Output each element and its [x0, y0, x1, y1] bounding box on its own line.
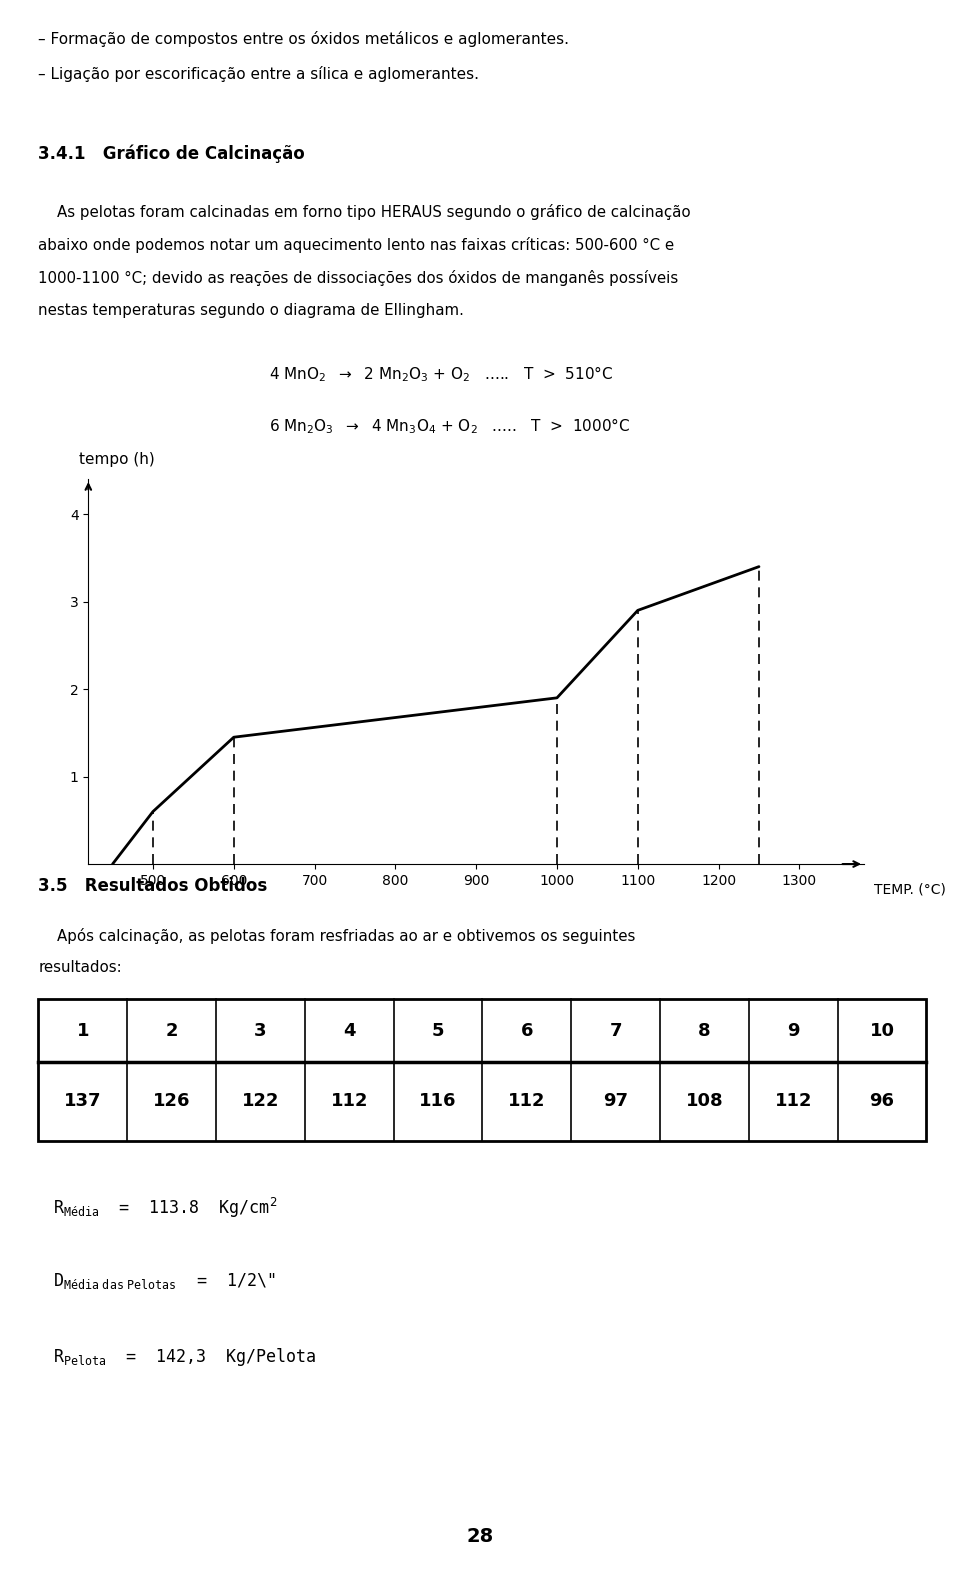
Text: TEMP. (°C): TEMP. (°C) [874, 883, 946, 897]
Text: – Ligação por escorificação entre a sílica e aglomerantes.: – Ligação por escorificação entre a síli… [38, 66, 479, 82]
Text: 10: 10 [870, 1021, 895, 1040]
Text: 97: 97 [603, 1092, 628, 1111]
Text: 9: 9 [787, 1021, 800, 1040]
Text: Após calcinação, as pelotas foram resfriadas ao ar e obtivemos os seguintes: Após calcinação, as pelotas foram resfri… [38, 928, 636, 944]
Text: 96: 96 [870, 1092, 895, 1111]
Text: resultados:: resultados: [38, 960, 122, 976]
Text: R$_{\mathtt{Pelota}}$  =  142,3  Kg/Pelota: R$_{\mathtt{Pelota}}$ = 142,3 Kg/Pelota [53, 1346, 317, 1368]
Text: 8: 8 [698, 1021, 710, 1040]
Text: 28: 28 [467, 1527, 493, 1546]
Bar [38, 999, 926, 1141]
Text: 1: 1 [77, 1021, 89, 1040]
Text: 6: 6 [520, 1021, 533, 1040]
Text: 108: 108 [685, 1092, 723, 1111]
Text: 2: 2 [165, 1021, 178, 1040]
Text: D$_{\mathtt{Média\ das\ Pelotas}}$  =  1/2\": D$_{\mathtt{Média\ das\ Pelotas}}$ = 1/2… [53, 1271, 276, 1291]
Text: 5: 5 [432, 1021, 444, 1040]
Text: 126: 126 [153, 1092, 190, 1111]
Text: 4: 4 [343, 1021, 355, 1040]
Text: 7: 7 [610, 1021, 622, 1040]
Text: nestas temperaturas segundo o diagrama de Ellingham.: nestas temperaturas segundo o diagrama d… [38, 303, 465, 319]
Text: 112: 112 [775, 1092, 812, 1111]
Text: 122: 122 [242, 1092, 279, 1111]
Text: 112: 112 [508, 1092, 545, 1111]
Text: R$_{\mathtt{Média}}$  =  113.8  Kg/cm$^{2}$: R$_{\mathtt{Média}}$ = 113.8 Kg/cm$^{2}$ [53, 1196, 277, 1219]
Text: 1000-1100 °C; devido as reações de dissociações dos óxidos de manganês possíveis: 1000-1100 °C; devido as reações de disso… [38, 270, 679, 286]
Text: 3.4.1   Gráfico de Calcinação: 3.4.1 Gráfico de Calcinação [38, 145, 305, 163]
Text: – Formação de compostos entre os óxidos metálicos e aglomerantes.: – Formação de compostos entre os óxidos … [38, 31, 569, 47]
Text: 112: 112 [330, 1092, 368, 1111]
Text: 6 Mn$_2$O$_3$  $\rightarrow$  4 Mn$_3$O$_4$ + O$_2$   .....   T  >  1000$\degree: 6 Mn$_2$O$_3$ $\rightarrow$ 4 Mn$_3$O$_4… [269, 416, 630, 437]
Text: 3: 3 [254, 1021, 267, 1040]
Text: 4 MnO$_2$  $\rightarrow$  2 Mn$_2$O$_3$ + O$_2$   .....   T  >  510$\degree$C: 4 MnO$_2$ $\rightarrow$ 2 Mn$_2$O$_3$ + … [269, 364, 613, 385]
Text: 3.5   Resultados Obtidos: 3.5 Resultados Obtidos [38, 877, 268, 894]
Text: 116: 116 [420, 1092, 457, 1111]
Text: tempo (h): tempo (h) [79, 451, 155, 467]
Text: abaixo onde podemos notar um aquecimento lento nas faixas críticas: 500-600 °C e: abaixo onde podemos notar um aquecimento… [38, 237, 675, 253]
Text: As pelotas foram calcinadas em forno tipo HERAUS segundo o gráfico de calcinação: As pelotas foram calcinadas em forno tip… [38, 204, 691, 220]
Text: 137: 137 [64, 1092, 102, 1111]
